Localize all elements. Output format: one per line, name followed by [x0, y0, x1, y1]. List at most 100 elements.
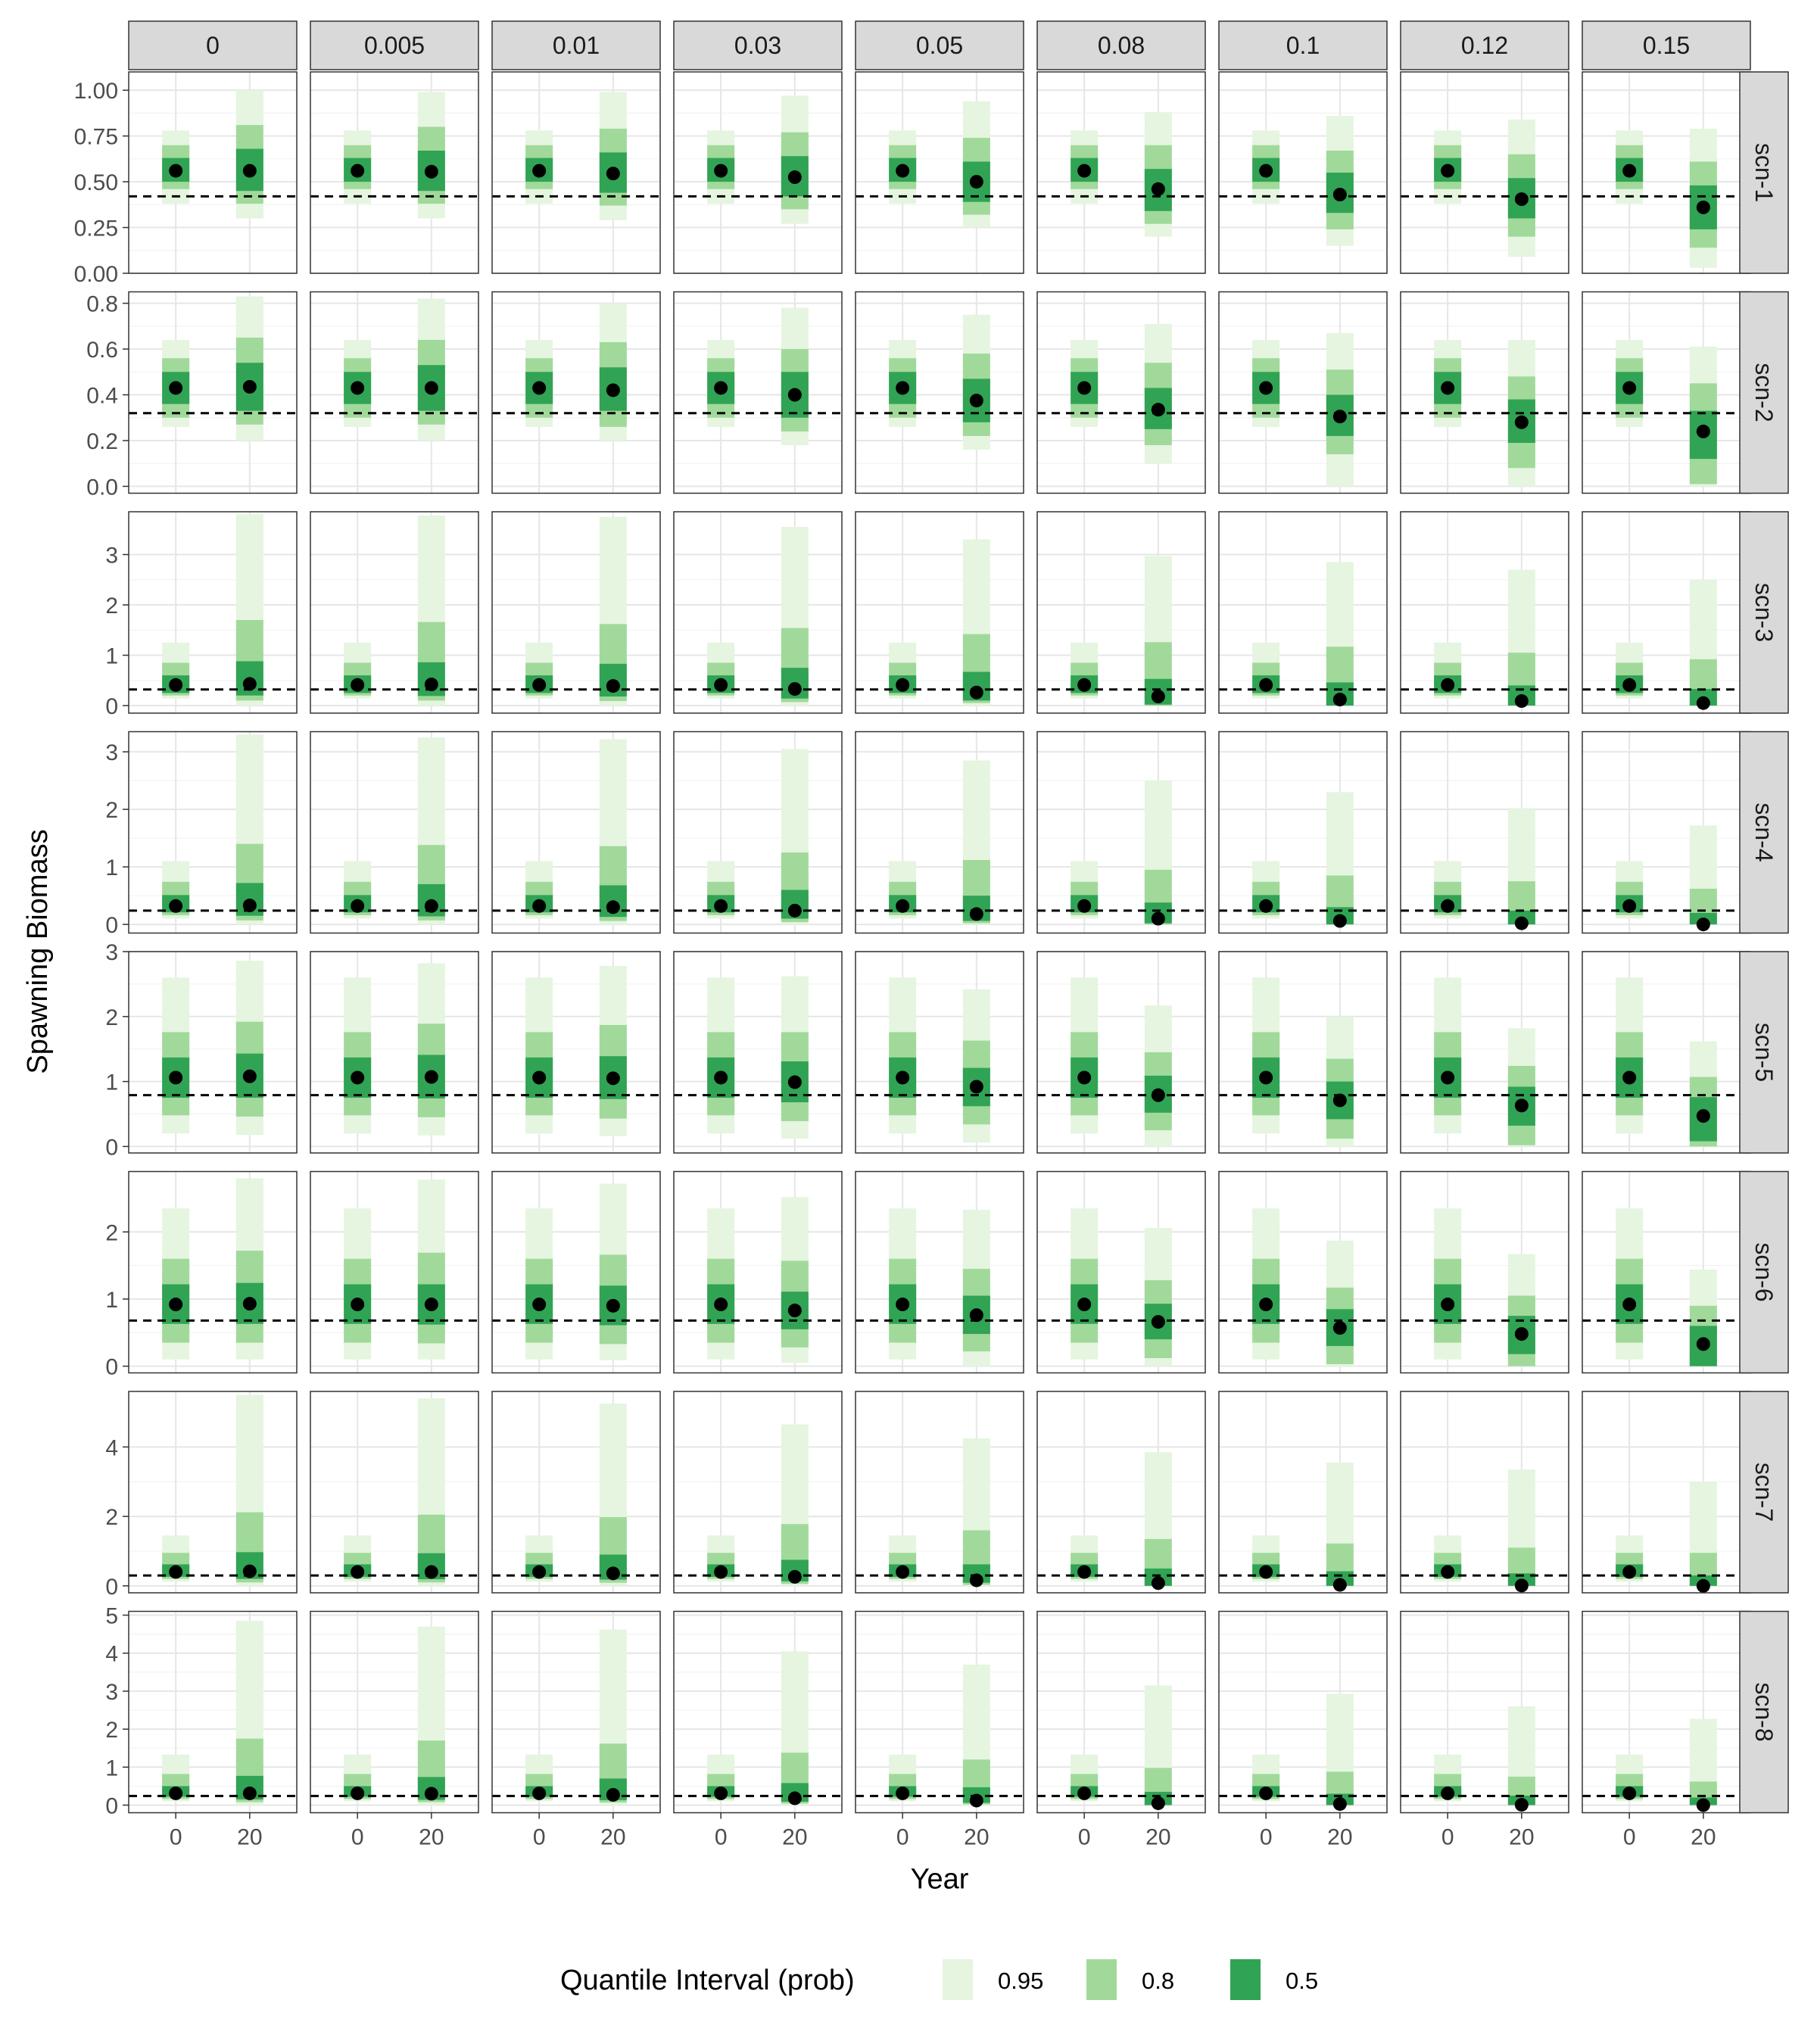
- panel-background: [129, 72, 297, 273]
- median-point-year20: [1332, 1093, 1347, 1108]
- x-tick-label: 0: [1078, 1825, 1091, 1850]
- facet-panel: [1218, 951, 1388, 1154]
- facet-panel: [1582, 1610, 1751, 1814]
- panel-border: [310, 1170, 479, 1374]
- panel-border: [1218, 71, 1388, 274]
- median-point-year0: [1259, 1565, 1273, 1579]
- facet-panel: [673, 291, 843, 494]
- panel-background: [492, 72, 660, 273]
- panel-background: [129, 512, 297, 713]
- panel-border: [673, 1391, 843, 1594]
- panel-background: [1037, 952, 1205, 1153]
- panel-border: [128, 511, 298, 714]
- median-point-year20: [606, 1787, 620, 1802]
- median-point-year0: [896, 164, 910, 178]
- panel-background: [492, 952, 660, 1153]
- facet-panel: [1582, 951, 1751, 1154]
- facet-panel: [1400, 1391, 1569, 1594]
- row-strip: [1739, 1610, 1789, 1814]
- y-tick-label: 4: [105, 1642, 118, 1667]
- median-point-year20: [787, 1569, 802, 1584]
- median-point-year20: [969, 1080, 983, 1094]
- panel-background: [1037, 1611, 1205, 1813]
- median-point-year20: [1151, 911, 1165, 926]
- panel-background: [310, 291, 478, 494]
- y-tick-label: 3: [105, 544, 118, 569]
- facet-panel: [310, 291, 479, 494]
- panel-background: [856, 72, 1024, 273]
- median-point-year0: [1441, 1070, 1455, 1085]
- median-point-year0: [169, 1565, 183, 1579]
- median-point-year0: [1622, 1070, 1637, 1085]
- facet-panel: [673, 951, 843, 1154]
- facet-panel: [1218, 1170, 1388, 1374]
- median-point-year20: [1151, 403, 1165, 417]
- panel-background: [310, 1171, 478, 1373]
- panel-background: [1401, 512, 1569, 713]
- median-point-year20: [1514, 1578, 1529, 1593]
- median-point-year0: [1441, 1786, 1455, 1800]
- x-tick-label: 0: [170, 1825, 182, 1850]
- y-tick-label: 0.75: [74, 125, 118, 150]
- panel-background: [1582, 512, 1750, 713]
- row-strip: [1739, 951, 1789, 1154]
- legend-label: 0.5: [1286, 1968, 1318, 1994]
- median-point-year20: [424, 1298, 438, 1312]
- median-point-year0: [1441, 1298, 1455, 1312]
- median-point-year0: [714, 899, 728, 913]
- panel-border: [1036, 1391, 1206, 1594]
- median-point-year20: [1332, 410, 1347, 424]
- panel-background: [856, 952, 1024, 1153]
- panel-border: [310, 1391, 479, 1594]
- row-strip: [1739, 1170, 1789, 1374]
- panel-background: [1401, 1171, 1569, 1373]
- panel-border: [673, 731, 843, 934]
- median-point-year0: [1441, 899, 1455, 913]
- y-tick-label: 4: [105, 1435, 118, 1460]
- panel-border: [491, 731, 661, 934]
- row-strip: [1739, 731, 1789, 934]
- column-strip-label: 0.01: [553, 32, 600, 59]
- median-point-year20: [424, 1070, 438, 1084]
- facet-panel: [491, 1170, 661, 1374]
- panel-border: [673, 951, 843, 1154]
- panel-background: [129, 1171, 297, 1373]
- x-tick-label: 20: [964, 1825, 989, 1850]
- panel-border: [310, 951, 479, 1154]
- legend-label: 0.95: [998, 1968, 1043, 1994]
- panel-border: [1036, 731, 1206, 934]
- panel-background: [856, 731, 1024, 933]
- median-point-year20: [242, 1069, 257, 1083]
- facet-panel: [1036, 1610, 1206, 1814]
- median-point-year0: [1622, 1298, 1637, 1312]
- median-point-year20: [969, 1573, 983, 1588]
- median-point-year20: [1514, 192, 1529, 207]
- median-point-year0: [1259, 381, 1273, 395]
- y-tick-label: 1: [105, 1756, 118, 1781]
- panel-border: [310, 731, 479, 934]
- median-point-year0: [1077, 1298, 1092, 1312]
- panel-border: [855, 1391, 1024, 1594]
- median-point-year0: [351, 1298, 365, 1312]
- y-tick-label: 0.25: [74, 217, 118, 241]
- median-point-year20: [606, 167, 620, 181]
- median-point-year20: [1151, 1576, 1165, 1591]
- median-point-year20: [242, 1297, 257, 1311]
- facet-panel: [491, 1391, 661, 1594]
- median-point-year20: [969, 907, 983, 921]
- x-tick-label: 0: [533, 1825, 546, 1850]
- panel-border: [1218, 1391, 1388, 1594]
- x-tick-label: 0: [1441, 1825, 1454, 1850]
- panel-border: [128, 1170, 298, 1374]
- panel-border: [491, 951, 661, 1154]
- facet-panel: [855, 1610, 1024, 1814]
- median-point-year0: [1077, 1786, 1092, 1800]
- panel-background: [129, 1611, 297, 1813]
- column-strip: [128, 20, 298, 70]
- median-point-year0: [714, 381, 728, 395]
- facet-panel: [310, 1610, 479, 1814]
- y-tick-label: 2: [105, 594, 118, 618]
- column-strip-label: 0: [206, 32, 220, 59]
- facet-panel: [491, 511, 661, 714]
